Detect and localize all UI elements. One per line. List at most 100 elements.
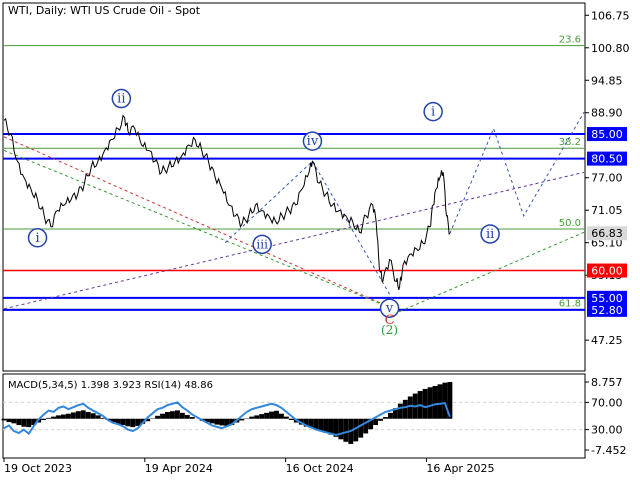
price-line	[3, 114, 451, 291]
macd-bar	[90, 413, 96, 419]
x-tick-label: 16 Apr 2025	[426, 462, 494, 475]
macd-bar	[51, 416, 56, 419]
macd-bar	[338, 418, 344, 440]
fib-level-label: 38.2	[559, 137, 581, 148]
trend-line	[3, 149, 400, 312]
axes-layer: 106.75100.8094.8588.9077.0071.0565.1059.…	[3, 9, 630, 475]
macd-bar	[1, 418, 7, 421]
macd-bar	[303, 418, 309, 427]
fib-level-label: 61.8	[559, 298, 581, 309]
y-tick-label: 88.90	[591, 107, 623, 120]
macd-bar	[26, 418, 32, 428]
wave-label: C	[385, 313, 395, 328]
indicator-tick-label: 8.757	[591, 376, 623, 389]
macd-bar	[179, 412, 185, 419]
wave-label-circle	[252, 234, 272, 255]
macd-bar	[392, 408, 398, 419]
macd-bar	[283, 416, 289, 419]
trend-line	[224, 160, 401, 312]
macd-bar	[264, 412, 270, 419]
macd-bar	[427, 387, 433, 419]
macd-bar	[140, 418, 146, 424]
macd-bar	[328, 418, 334, 435]
level-price-box	[587, 263, 627, 278]
level-price-box	[587, 127, 627, 142]
macd-bar	[422, 388, 428, 419]
level-price-box	[587, 290, 627, 305]
macd-bar	[437, 384, 443, 419]
macd-bar	[308, 418, 314, 428]
wave-label: i	[431, 105, 435, 120]
trend-line	[3, 136, 400, 312]
macd-bar	[278, 413, 284, 419]
macd-bar	[85, 412, 91, 419]
wave-label: (2)	[381, 323, 398, 337]
macd-bar	[214, 418, 220, 425]
wave-label: ii	[486, 227, 494, 242]
macd-bar	[249, 416, 255, 419]
level-price-label: 85.00	[591, 128, 623, 141]
macd-bar	[95, 415, 101, 419]
indicator-tick-label: 70.00	[591, 396, 623, 409]
macd-bar	[219, 418, 225, 426]
macd-bar	[174, 410, 180, 419]
level-price-box	[587, 151, 627, 166]
wave-label-circle	[27, 228, 48, 248]
macd-bar	[169, 411, 175, 419]
current-price-box	[587, 226, 627, 241]
y-tick-label: 77.00	[591, 172, 623, 185]
macd-bar	[269, 411, 274, 419]
macd-bar	[61, 414, 66, 419]
macd-bar	[442, 382, 448, 419]
macd-bar	[402, 399, 408, 419]
macd-bar	[432, 386, 438, 419]
macd-bar	[288, 418, 294, 420]
macd-bar	[75, 411, 81, 419]
macd-bar	[209, 418, 215, 424]
macd-bar	[120, 418, 126, 426]
rsi-line	[3, 401, 451, 437]
x-tick-label: 16 Oct 2024	[286, 462, 354, 475]
macd-bar	[125, 418, 131, 427]
macd-bar	[11, 418, 17, 424]
macd-bar	[135, 418, 141, 426]
macd-bar	[110, 418, 116, 423]
macd-bar	[224, 418, 230, 427]
wave-label: iv	[307, 134, 319, 149]
macd-bar	[274, 410, 279, 419]
wave-label: iii	[256, 237, 268, 251]
level-price-label: 52.80	[591, 304, 623, 317]
macd-bar	[46, 417, 52, 419]
wave-label: v	[385, 301, 394, 316]
macd-bar	[397, 403, 403, 419]
macd-bar	[323, 418, 329, 434]
macd-bar	[383, 417, 388, 419]
macd-bar	[21, 418, 27, 427]
y-tick-label: 94.85	[591, 74, 623, 87]
y-tick-label: 71.05	[591, 204, 623, 217]
macd-bar	[100, 417, 106, 419]
x-tick-label: 19 Oct 2023	[4, 462, 72, 475]
wave-label: i	[35, 231, 39, 246]
macd-bar	[259, 414, 265, 419]
macd-bar	[80, 410, 86, 419]
wave-label-circle	[379, 298, 400, 318]
wave-label: ii	[117, 92, 125, 107]
macd-bar	[318, 418, 324, 432]
macd-bar	[160, 413, 165, 419]
wave-label-circle	[480, 224, 500, 244]
main-panel-frame	[2, 2, 586, 372]
macd-bar	[373, 418, 379, 426]
macd-bar	[204, 418, 210, 423]
wave-label-circle	[111, 88, 132, 109]
macd-bar	[363, 418, 369, 434]
macd-bar	[378, 418, 383, 421]
current-price-label: 66.83	[591, 227, 623, 240]
indicator-tick-label: 30.00	[591, 424, 623, 437]
macd-bar	[155, 415, 161, 419]
level-price-label: 60.00	[591, 265, 623, 278]
macd-bar	[70, 412, 76, 419]
y-tick-label: 100.80	[591, 42, 630, 55]
